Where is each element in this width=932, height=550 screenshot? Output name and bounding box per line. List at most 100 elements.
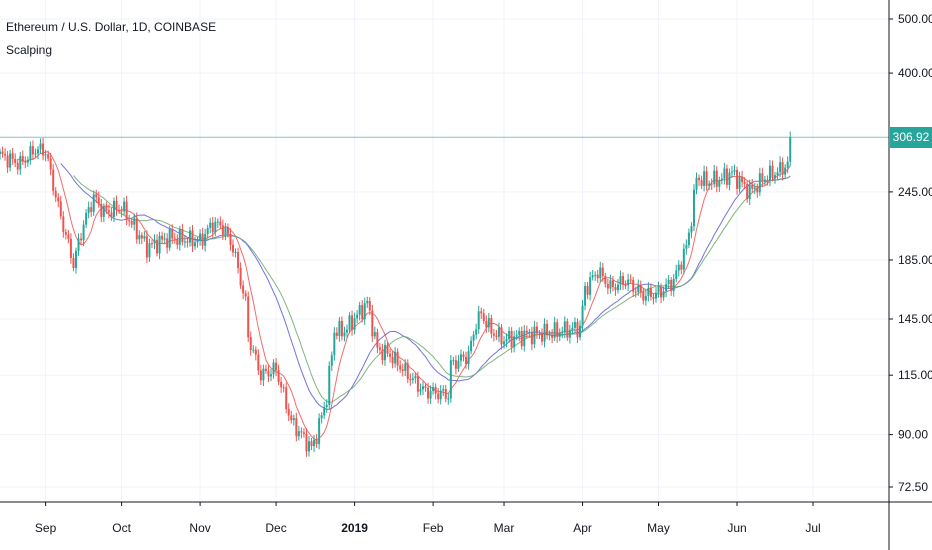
- candle-body: [178, 228, 181, 245]
- candle: [616, 279, 619, 294]
- candle: [356, 310, 359, 324]
- candle: [226, 223, 229, 238]
- candle-body: [39, 143, 42, 150]
- candle-body: [616, 284, 619, 291]
- candle-body: [123, 201, 126, 212]
- candle: [548, 330, 551, 341]
- candle-body: [465, 356, 468, 365]
- price-axis[interactable]: 500.00 400.00 245.00 185.00 145.00 115.00 90.0…: [889, 12, 932, 494]
- candle: [295, 412, 298, 442]
- candle: [280, 376, 283, 393]
- candle: [576, 318, 579, 344]
- candle: [143, 231, 146, 242]
- candle: [730, 165, 733, 178]
- candle-body: [576, 321, 579, 338]
- candle: [409, 373, 412, 386]
- candle: [692, 184, 695, 231]
- candle: [584, 282, 587, 311]
- candle: [264, 364, 267, 374]
- candle-body: [784, 167, 787, 175]
- candle: [163, 232, 166, 245]
- candle: [224, 223, 227, 241]
- candle-body: [434, 386, 437, 394]
- candle-body: [224, 227, 227, 235]
- candle: [381, 343, 384, 365]
- candle-body: [581, 305, 584, 326]
- candle-body: [318, 418, 321, 445]
- candle: [345, 324, 348, 339]
- candle-body: [594, 274, 597, 276]
- candle: [44, 149, 47, 162]
- candle-body: [21, 156, 24, 162]
- candle-body: [414, 376, 417, 379]
- candle: [452, 356, 455, 366]
- candle: [135, 212, 138, 244]
- candle: [761, 167, 764, 188]
- candle-body: [480, 311, 483, 314]
- candle-body: [264, 368, 267, 371]
- candle-body: [406, 363, 409, 380]
- candle-body: [90, 207, 93, 212]
- x-tick-label: Oct: [112, 521, 131, 535]
- candle: [120, 206, 123, 218]
- candle-body: [275, 362, 278, 371]
- candle-body: [333, 332, 336, 356]
- candle-body: [776, 172, 779, 176]
- candle-body: [194, 242, 197, 247]
- candle: [140, 232, 143, 245]
- candle: [736, 166, 739, 195]
- candle-body: [548, 334, 551, 336]
- candle-body: [252, 349, 255, 351]
- candle: [330, 351, 333, 371]
- candle-body: [768, 165, 771, 181]
- candle: [487, 312, 490, 333]
- candle: [604, 272, 607, 288]
- candle-body: [733, 169, 736, 172]
- candle: [700, 175, 703, 189]
- candle: [6, 150, 9, 174]
- candle: [130, 217, 133, 229]
- candle: [270, 368, 273, 382]
- candle: [9, 149, 12, 172]
- candle: [29, 141, 32, 165]
- candle-body: [272, 362, 275, 375]
- candle-body: [361, 305, 364, 320]
- candle-body: [280, 381, 283, 388]
- candle: [535, 321, 538, 339]
- candle-body: [297, 431, 300, 437]
- candle: [695, 172, 698, 195]
- candle: [594, 271, 597, 281]
- candle-body: [399, 365, 402, 370]
- candle-body: [232, 244, 235, 253]
- candle: [340, 316, 343, 341]
- candle: [153, 234, 156, 250]
- candle: [771, 160, 774, 182]
- candle: [54, 187, 57, 203]
- candle-body: [741, 176, 744, 183]
- candle: [204, 228, 207, 252]
- candle: [287, 403, 290, 422]
- candle: [335, 327, 338, 340]
- candle-body: [432, 386, 435, 392]
- candle: [622, 272, 625, 290]
- candle-body: [343, 332, 346, 337]
- candle-body: [703, 171, 706, 186]
- candle-body: [80, 238, 83, 241]
- candle: [338, 317, 341, 342]
- candle-body: [551, 334, 554, 338]
- candle: [480, 307, 483, 320]
- candle-body: [135, 218, 138, 240]
- candle: [510, 327, 513, 353]
- candle-body: [42, 143, 45, 156]
- indicator-label[interactable]: Scalping: [6, 43, 53, 57]
- candle-body: [713, 170, 716, 185]
- candle: [262, 364, 265, 387]
- candle-body: [421, 386, 424, 390]
- candle: [427, 382, 430, 404]
- candle-body: [535, 326, 538, 334]
- candle-body: [500, 327, 503, 345]
- candle: [596, 270, 599, 284]
- candle: [660, 283, 663, 303]
- time-axis[interactable]: Sep Oct Nov Dec 2019 Feb Mar Apr May Jun Jul: [35, 502, 821, 535]
